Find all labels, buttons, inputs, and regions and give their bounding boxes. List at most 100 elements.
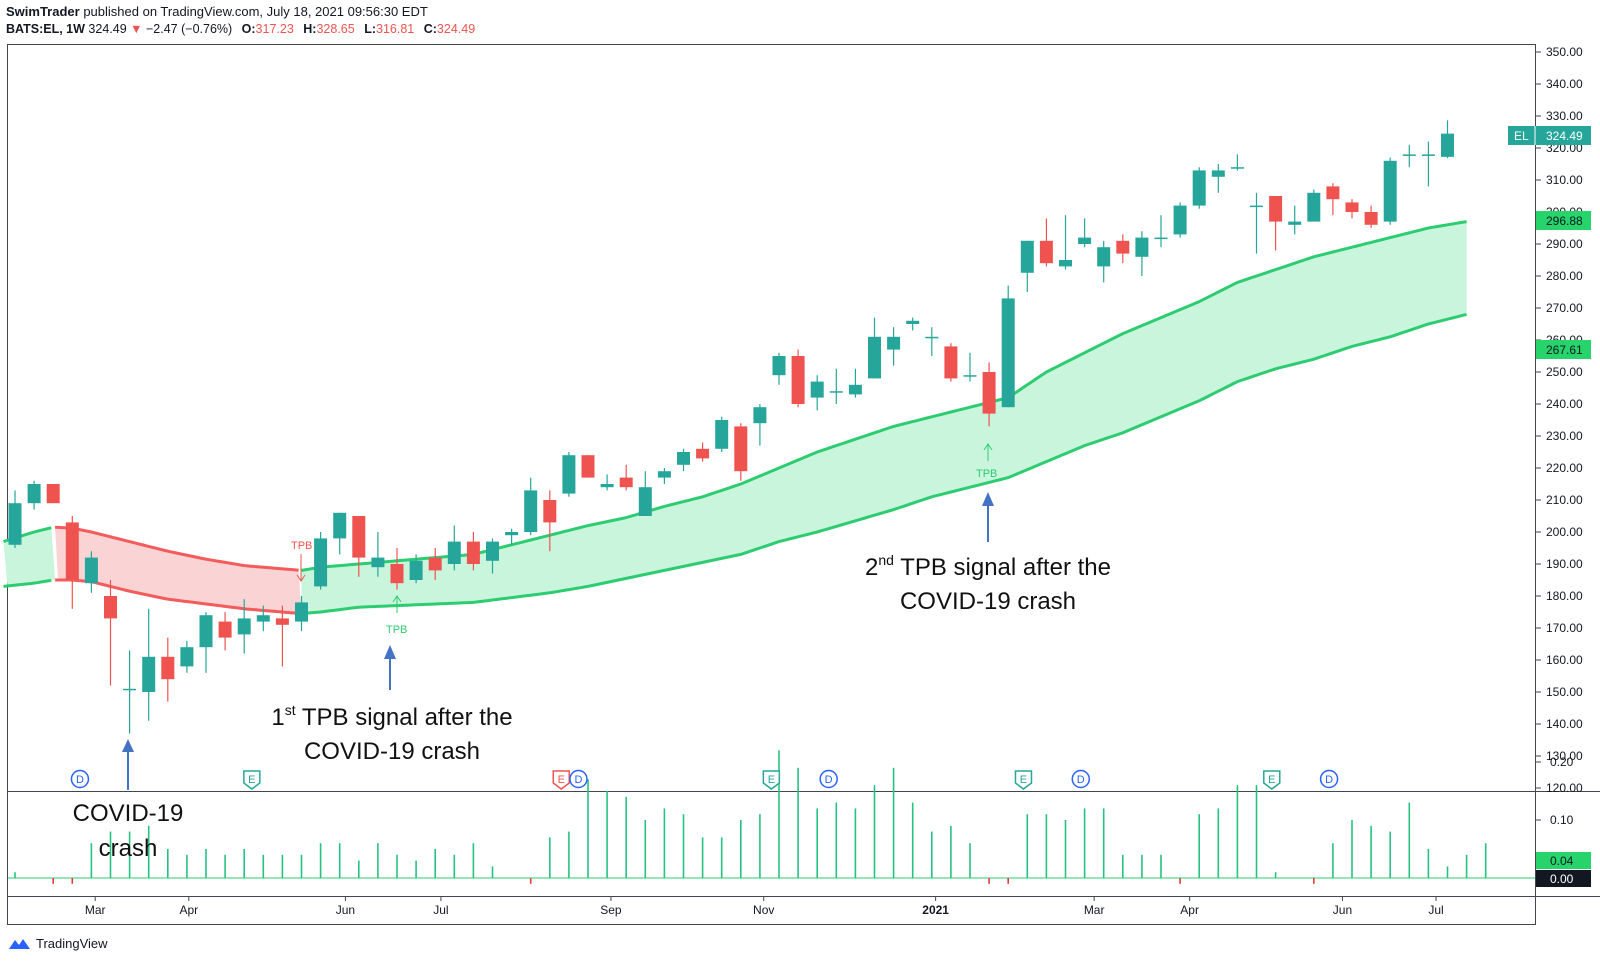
candle[interactable] [696,442,710,462]
candle[interactable] [123,650,137,734]
candle[interactable] [677,448,690,472]
candle[interactable] [848,368,862,398]
candle[interactable] [1441,120,1454,159]
candle[interactable] [352,516,366,577]
candle[interactable] [1326,183,1340,216]
candle[interactable] [1135,231,1149,276]
candle[interactable] [887,327,901,366]
candle-body [944,346,958,379]
candle[interactable] [1383,157,1397,225]
candle[interactable] [275,605,289,667]
candle[interactable] [447,525,461,571]
earnings-marker[interactable]: E [243,770,261,790]
candle[interactable] [1230,154,1244,171]
candle[interactable] [1078,218,1092,248]
candle[interactable] [466,532,480,571]
symbol-label[interactable]: BATS:EL, 1W [6,22,85,36]
candle[interactable] [1154,215,1168,248]
candle[interactable] [1039,218,1053,267]
dividend-marker[interactable]: D [70,769,90,789]
candle[interactable] [1402,144,1416,168]
dividend-marker[interactable]: D [1319,769,1339,789]
candles[interactable] [8,120,1455,734]
candle[interactable] [371,532,385,577]
candle[interactable] [734,423,748,481]
candle[interactable] [333,512,347,555]
candle[interactable] [1345,199,1359,219]
candle[interactable] [1192,167,1206,209]
candle[interactable] [963,352,977,382]
candle[interactable] [180,640,194,673]
candle-body [1116,240,1130,254]
time-axis[interactable]: Mar Apr Jun Jul Sep Nov 2021 Mar Apr Jun Jul [85,897,1444,917]
candle[interactable] [1364,205,1378,228]
earnings-marker[interactable]: E [1263,770,1281,790]
candle[interactable] [619,464,633,491]
candle[interactable] [715,416,729,452]
dividend-marker[interactable]: D [819,769,838,789]
tradingview-footer[interactable]: TradingView [8,936,108,951]
candle[interactable] [199,612,213,673]
candle[interactable] [1020,240,1034,292]
candle[interactable] [1211,164,1225,193]
candle[interactable] [772,352,786,385]
candle[interactable] [46,484,60,504]
candle[interactable] [295,596,308,632]
author-name[interactable]: SwimTrader [6,4,80,19]
candle[interactable] [390,548,404,590]
candle[interactable] [657,468,671,484]
candle[interactable] [868,317,881,379]
candle[interactable] [791,349,805,408]
ema-fast-tag: 296.88 [1536,211,1591,230]
candle[interactable] [944,343,958,382]
candle[interactable] [562,452,576,497]
candle[interactable] [505,528,519,545]
candle[interactable] [27,480,41,510]
second-signal-annotation-line2: COVID-19 crash [900,588,1076,615]
candle[interactable] [810,375,824,411]
candle[interactable] [1269,196,1283,251]
candle[interactable] [982,362,996,427]
earnings-marker[interactable]: E [762,770,781,790]
candle[interactable] [1059,215,1072,270]
candle[interactable] [8,490,22,548]
dividend-marker[interactable]: D [569,769,588,789]
candle[interactable] [256,605,270,632]
candle[interactable] [161,637,175,702]
candle[interactable] [1116,234,1130,264]
tpb-signal-green-2: TPB [976,443,997,480]
candle[interactable] [753,404,767,446]
candle[interactable] [428,548,442,580]
candle[interactable] [486,538,499,574]
candle[interactable] [314,532,328,590]
candle[interactable] [218,612,232,651]
price-axis[interactable]: 120.00 130.00 140.00 150.00 160.00 170.00 180.… [1536,45,1583,795]
candle[interactable] [1250,192,1263,254]
candle[interactable] [638,471,652,516]
candle[interactable] [84,551,98,593]
candle[interactable] [1307,189,1321,222]
candle[interactable] [237,599,251,654]
candle[interactable] [925,327,939,356]
candle[interactable] [409,554,423,584]
candle[interactable] [1173,202,1187,238]
earnings-marker[interactable]: E [1014,770,1033,790]
candle[interactable] [524,477,538,536]
candle[interactable] [543,490,557,552]
candle[interactable] [600,474,614,491]
event-marker-letter: E [248,774,255,786]
candle[interactable] [142,608,156,721]
candle[interactable] [581,455,595,478]
candle[interactable] [829,368,843,404]
candle[interactable] [1421,141,1435,187]
candle[interactable] [906,317,920,331]
dividend-marker[interactable]: D [1071,769,1091,789]
candle[interactable] [104,580,117,686]
candle[interactable] [1097,240,1111,283]
candle[interactable] [1288,205,1302,235]
candle[interactable] [1001,285,1015,408]
candle[interactable] [65,516,79,609]
earnings-marker[interactable]: E [552,770,571,790]
